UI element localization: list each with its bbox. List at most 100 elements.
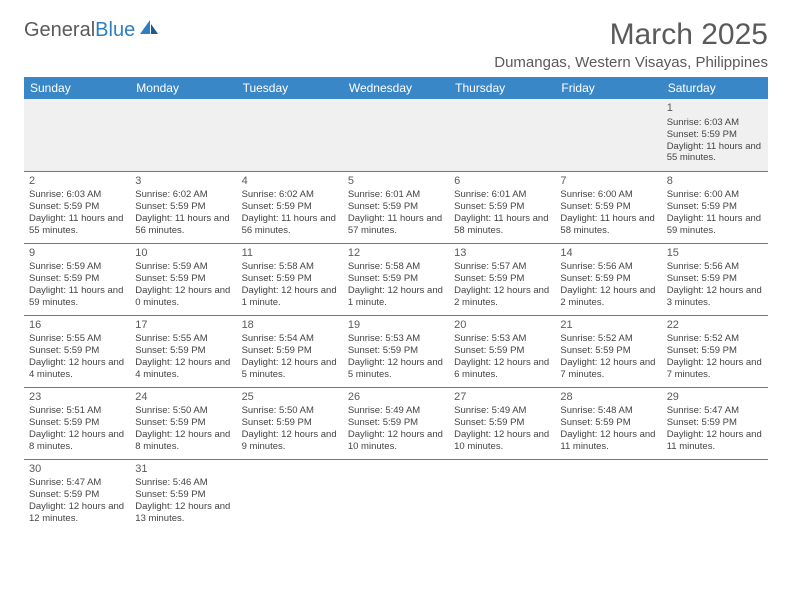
calendar-day-cell: 15Sunrise: 5:56 AMSunset: 5:59 PMDayligh… xyxy=(662,243,768,315)
daylight-text: Daylight: 12 hours and 7 minutes. xyxy=(667,357,763,381)
day-number: 24 xyxy=(135,391,231,405)
day-info: Sunrise: 5:54 AMSunset: 5:59 PMDaylight:… xyxy=(242,333,338,381)
calendar-day-cell xyxy=(449,99,555,171)
daylight-text: Daylight: 11 hours and 59 minutes. xyxy=(667,213,763,237)
weekday-header: Sunday xyxy=(24,77,130,99)
sunrise-text: Sunrise: 5:47 AM xyxy=(29,477,125,489)
sunrise-text: Sunrise: 5:57 AM xyxy=(454,261,550,273)
day-number: 4 xyxy=(242,175,338,189)
calendar-day-cell: 29Sunrise: 5:47 AMSunset: 5:59 PMDayligh… xyxy=(662,387,768,459)
sunrise-text: Sunrise: 5:50 AM xyxy=(135,405,231,417)
calendar-day-cell: 20Sunrise: 5:53 AMSunset: 5:59 PMDayligh… xyxy=(449,315,555,387)
day-info: Sunrise: 5:49 AMSunset: 5:59 PMDaylight:… xyxy=(348,405,444,453)
day-info: Sunrise: 6:01 AMSunset: 5:59 PMDaylight:… xyxy=(454,189,550,237)
day-number: 31 xyxy=(135,463,231,477)
calendar-week-row: 16Sunrise: 5:55 AMSunset: 5:59 PMDayligh… xyxy=(24,315,768,387)
calendar-day-cell: 1Sunrise: 6:03 AMSunset: 5:59 PMDaylight… xyxy=(662,99,768,171)
daylight-text: Daylight: 11 hours and 58 minutes. xyxy=(560,213,656,237)
sunset-text: Sunset: 5:59 PM xyxy=(135,345,231,357)
day-info: Sunrise: 5:58 AMSunset: 5:59 PMDaylight:… xyxy=(242,261,338,309)
calendar-week-row: 9Sunrise: 5:59 AMSunset: 5:59 PMDaylight… xyxy=(24,243,768,315)
calendar-week-row: 30Sunrise: 5:47 AMSunset: 5:59 PMDayligh… xyxy=(24,459,768,531)
sunset-text: Sunset: 5:59 PM xyxy=(667,345,763,357)
daylight-text: Daylight: 12 hours and 11 minutes. xyxy=(560,429,656,453)
day-info: Sunrise: 6:02 AMSunset: 5:59 PMDaylight:… xyxy=(135,189,231,237)
sunrise-text: Sunrise: 5:52 AM xyxy=(560,333,656,345)
daylight-text: Daylight: 12 hours and 10 minutes. xyxy=(348,429,444,453)
calendar-day-cell: 2Sunrise: 6:03 AMSunset: 5:59 PMDaylight… xyxy=(24,171,130,243)
day-number: 11 xyxy=(242,247,338,261)
sunset-text: Sunset: 5:59 PM xyxy=(29,345,125,357)
sunrise-text: Sunrise: 5:58 AM xyxy=(242,261,338,273)
daylight-text: Daylight: 12 hours and 3 minutes. xyxy=(667,285,763,309)
sunrise-text: Sunrise: 5:49 AM xyxy=(348,405,444,417)
daylight-text: Daylight: 12 hours and 11 minutes. xyxy=(667,429,763,453)
calendar-day-cell xyxy=(449,459,555,531)
sunset-text: Sunset: 5:59 PM xyxy=(667,129,763,141)
weekday-header: Wednesday xyxy=(343,77,449,99)
day-number: 15 xyxy=(667,247,763,261)
day-info: Sunrise: 5:47 AMSunset: 5:59 PMDaylight:… xyxy=(29,477,125,525)
sunset-text: Sunset: 5:59 PM xyxy=(348,201,444,213)
day-info: Sunrise: 5:52 AMSunset: 5:59 PMDaylight:… xyxy=(667,333,763,381)
day-number: 14 xyxy=(560,247,656,261)
day-number: 13 xyxy=(454,247,550,261)
sunrise-text: Sunrise: 6:02 AM xyxy=(242,189,338,201)
daylight-text: Daylight: 12 hours and 8 minutes. xyxy=(135,429,231,453)
day-info: Sunrise: 5:55 AMSunset: 5:59 PMDaylight:… xyxy=(135,333,231,381)
sunrise-text: Sunrise: 6:03 AM xyxy=(29,189,125,201)
calendar-day-cell: 22Sunrise: 5:52 AMSunset: 5:59 PMDayligh… xyxy=(662,315,768,387)
sunrise-text: Sunrise: 5:52 AM xyxy=(667,333,763,345)
sunset-text: Sunset: 5:59 PM xyxy=(135,273,231,285)
sunrise-text: Sunrise: 5:56 AM xyxy=(667,261,763,273)
calendar-day-cell xyxy=(237,99,343,171)
day-number: 29 xyxy=(667,391,763,405)
logo-text-1: General xyxy=(24,19,95,42)
weekday-header: Thursday xyxy=(449,77,555,99)
sunset-text: Sunset: 5:59 PM xyxy=(454,201,550,213)
logo: GeneralBlue xyxy=(24,18,160,42)
calendar-day-cell: 3Sunrise: 6:02 AMSunset: 5:59 PMDaylight… xyxy=(130,171,236,243)
day-info: Sunrise: 5:47 AMSunset: 5:59 PMDaylight:… xyxy=(667,405,763,453)
daylight-text: Daylight: 12 hours and 7 minutes. xyxy=(560,357,656,381)
sunset-text: Sunset: 5:59 PM xyxy=(135,489,231,501)
day-number: 3 xyxy=(135,175,231,189)
day-info: Sunrise: 6:02 AMSunset: 5:59 PMDaylight:… xyxy=(242,189,338,237)
month-title: March 2025 xyxy=(494,18,768,52)
day-info: Sunrise: 6:03 AMSunset: 5:59 PMDaylight:… xyxy=(29,189,125,237)
calendar-day-cell: 14Sunrise: 5:56 AMSunset: 5:59 PMDayligh… xyxy=(555,243,661,315)
day-number: 9 xyxy=(29,247,125,261)
sunrise-text: Sunrise: 5:55 AM xyxy=(29,333,125,345)
calendar-day-cell: 19Sunrise: 5:53 AMSunset: 5:59 PMDayligh… xyxy=(343,315,449,387)
header: GeneralBlue March 2025 Dumangas, Western… xyxy=(24,18,768,71)
daylight-text: Daylight: 11 hours and 57 minutes. xyxy=(348,213,444,237)
sunset-text: Sunset: 5:59 PM xyxy=(242,201,338,213)
calendar-week-row: 1Sunrise: 6:03 AMSunset: 5:59 PMDaylight… xyxy=(24,99,768,171)
daylight-text: Daylight: 12 hours and 5 minutes. xyxy=(242,357,338,381)
calendar-day-cell: 8Sunrise: 6:00 AMSunset: 5:59 PMDaylight… xyxy=(662,171,768,243)
sunrise-text: Sunrise: 6:00 AM xyxy=(560,189,656,201)
day-number: 10 xyxy=(135,247,231,261)
day-info: Sunrise: 5:59 AMSunset: 5:59 PMDaylight:… xyxy=(135,261,231,309)
calendar-day-cell: 10Sunrise: 5:59 AMSunset: 5:59 PMDayligh… xyxy=(130,243,236,315)
calendar-day-cell: 28Sunrise: 5:48 AMSunset: 5:59 PMDayligh… xyxy=(555,387,661,459)
calendar-day-cell: 11Sunrise: 5:58 AMSunset: 5:59 PMDayligh… xyxy=(237,243,343,315)
day-info: Sunrise: 5:53 AMSunset: 5:59 PMDaylight:… xyxy=(454,333,550,381)
calendar-day-cell xyxy=(343,459,449,531)
day-number: 2 xyxy=(29,175,125,189)
calendar-day-cell: 27Sunrise: 5:49 AMSunset: 5:59 PMDayligh… xyxy=(449,387,555,459)
calendar-day-cell: 23Sunrise: 5:51 AMSunset: 5:59 PMDayligh… xyxy=(24,387,130,459)
calendar-day-cell: 6Sunrise: 6:01 AMSunset: 5:59 PMDaylight… xyxy=(449,171,555,243)
calendar-day-cell xyxy=(343,99,449,171)
day-info: Sunrise: 5:48 AMSunset: 5:59 PMDaylight:… xyxy=(560,405,656,453)
day-info: Sunrise: 5:56 AMSunset: 5:59 PMDaylight:… xyxy=(560,261,656,309)
sunrise-text: Sunrise: 5:58 AM xyxy=(348,261,444,273)
calendar-day-cell xyxy=(555,459,661,531)
sunrise-text: Sunrise: 5:59 AM xyxy=(29,261,125,273)
daylight-text: Daylight: 11 hours and 56 minutes. xyxy=(135,213,231,237)
day-info: Sunrise: 5:56 AMSunset: 5:59 PMDaylight:… xyxy=(667,261,763,309)
sunset-text: Sunset: 5:59 PM xyxy=(29,489,125,501)
sunset-text: Sunset: 5:59 PM xyxy=(135,201,231,213)
daylight-text: Daylight: 12 hours and 5 minutes. xyxy=(348,357,444,381)
calendar-day-cell: 17Sunrise: 5:55 AMSunset: 5:59 PMDayligh… xyxy=(130,315,236,387)
